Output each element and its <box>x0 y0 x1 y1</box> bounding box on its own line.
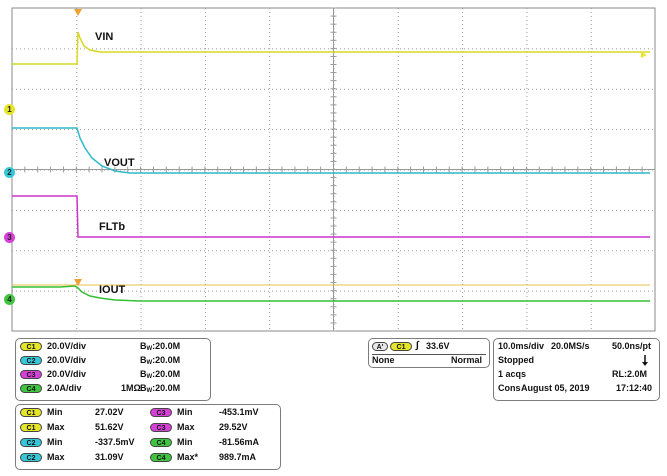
channel-coupling: 1MΩ <box>121 383 141 393</box>
fltb-trace <box>12 195 650 238</box>
measure-value: 51.62V <box>95 422 124 432</box>
vout-trace <box>12 127 650 174</box>
channel-bandwidth: BW:20.0M <box>140 341 181 352</box>
measure-badge-c4: C4 <box>150 438 172 447</box>
svg-text:IOUT: IOUT <box>99 284 126 296</box>
measure-value: 31.09V <box>95 452 124 462</box>
vin-end-marker <box>641 52 647 58</box>
trigger-panel[interactable]: A' C1 ∫ 33.6V None Normal <box>368 338 490 368</box>
acquisition-state: Stopped <box>498 355 534 365</box>
channel-settings-panel: C1 20.0V/div BW:20.0M C2 20.0V/div BW:20… <box>15 338 211 401</box>
iout-label: IOUT <box>99 284 126 296</box>
measure-name: Min <box>177 407 193 417</box>
measure-name: Max <box>47 422 65 432</box>
time-per-point: 50.0ns/pt <box>612 341 652 351</box>
measure-badge-c3: C3 <box>150 408 172 417</box>
measure-badge-c1: C1 <box>20 408 42 417</box>
trigger-level-marker <box>74 279 82 286</box>
measure-name: Min <box>47 437 63 447</box>
measure-name: Max <box>177 422 195 432</box>
measurements-panel: C1 Min 27.02V C1 Max 51.62V C2 Min -337.… <box>15 404 281 470</box>
measure-badge-c4: C4 <box>150 453 172 462</box>
channel-2-marker[interactable]: 2 <box>4 167 15 178</box>
measure-value: 989.7mA <box>219 452 257 462</box>
measure-value: 27.02V <box>95 407 124 417</box>
acquisition-count: 1 acqs <box>498 369 527 379</box>
svg-text:FLTb: FLTb <box>99 221 125 233</box>
graticule-grid <box>11 7 655 332</box>
measure-badge-c2: C2 <box>20 453 42 462</box>
trigger-slope-icon: ∫ <box>416 340 419 351</box>
single-trigger-icon <box>642 355 648 366</box>
vout-label: VOUT <box>104 157 135 169</box>
measure-name: Max* <box>177 452 199 462</box>
channel-scale: 20.0V/div <box>47 369 87 379</box>
channel-bandwidth: BW:20.0M <box>140 383 181 394</box>
acquisition-mode: Cons <box>498 383 521 393</box>
channel-bandwidth: BW:20.0M <box>140 369 181 380</box>
trigger-source-badge: C1 <box>390 342 412 351</box>
measure-badge-c1: C1 <box>20 423 42 432</box>
measure-value: -453.1mV <box>219 407 259 417</box>
trigger-position-marker <box>74 9 82 16</box>
vin-trace <box>12 31 650 65</box>
trigger-mode: Normal <box>451 355 483 365</box>
vin-label: VIN <box>95 31 113 43</box>
channel-1-marker[interactable]: 1 <box>4 104 15 115</box>
measure-value: 29.52V <box>219 422 248 432</box>
trigger-source-coupling: None <box>372 355 395 365</box>
channel-scale: 20.0V/div <box>47 355 87 365</box>
svg-text:VIN: VIN <box>95 31 113 43</box>
record-length: RL:2.0M <box>612 369 648 379</box>
trigger-level: 33.6V <box>426 341 450 351</box>
channel-scale: 2.0A/div <box>47 383 82 393</box>
measure-badge-c3: C3 <box>150 423 172 432</box>
acquisition-panel: 10.0ms/div 20.0MS/s 50.0ns/pt Stopped 1 … <box>493 338 660 401</box>
measure-value: -337.5mV <box>95 437 135 447</box>
trigger-a-badge: A' <box>372 342 388 351</box>
capture-time: 17:12:40 <box>616 383 653 393</box>
channel-badge-c4[interactable]: C4 <box>20 384 42 393</box>
capture-date: August 05, 2019 <box>521 383 590 393</box>
fltb-label: FLTb <box>99 221 125 233</box>
channel-badge-c1[interactable]: C1 <box>20 342 42 351</box>
measure-name: Min <box>177 437 193 447</box>
channel-bandwidth: BW:20.0M <box>140 355 181 366</box>
timebase-scale: 10.0ms/div <box>498 341 545 351</box>
measure-badge-c2: C2 <box>20 438 42 447</box>
measure-value: -81.56mA <box>219 437 260 447</box>
svg-text:VOUT: VOUT <box>104 157 135 169</box>
channel-4-marker[interactable]: 4 <box>4 294 15 305</box>
channel-scale: 20.0V/div <box>47 341 87 351</box>
channel-badge-c3[interactable]: C3 <box>20 370 42 379</box>
channel-badge-c2[interactable]: C2 <box>20 356 42 365</box>
iout-trace <box>12 285 650 302</box>
sample-rate: 20.0MS/s <box>551 341 590 351</box>
channel-3-marker[interactable]: 3 <box>4 232 15 243</box>
measure-name: Min <box>47 407 63 417</box>
measure-name: Max <box>47 452 65 462</box>
waveform-display: VIN VOUT FLTb IOUT <box>11 7 656 332</box>
